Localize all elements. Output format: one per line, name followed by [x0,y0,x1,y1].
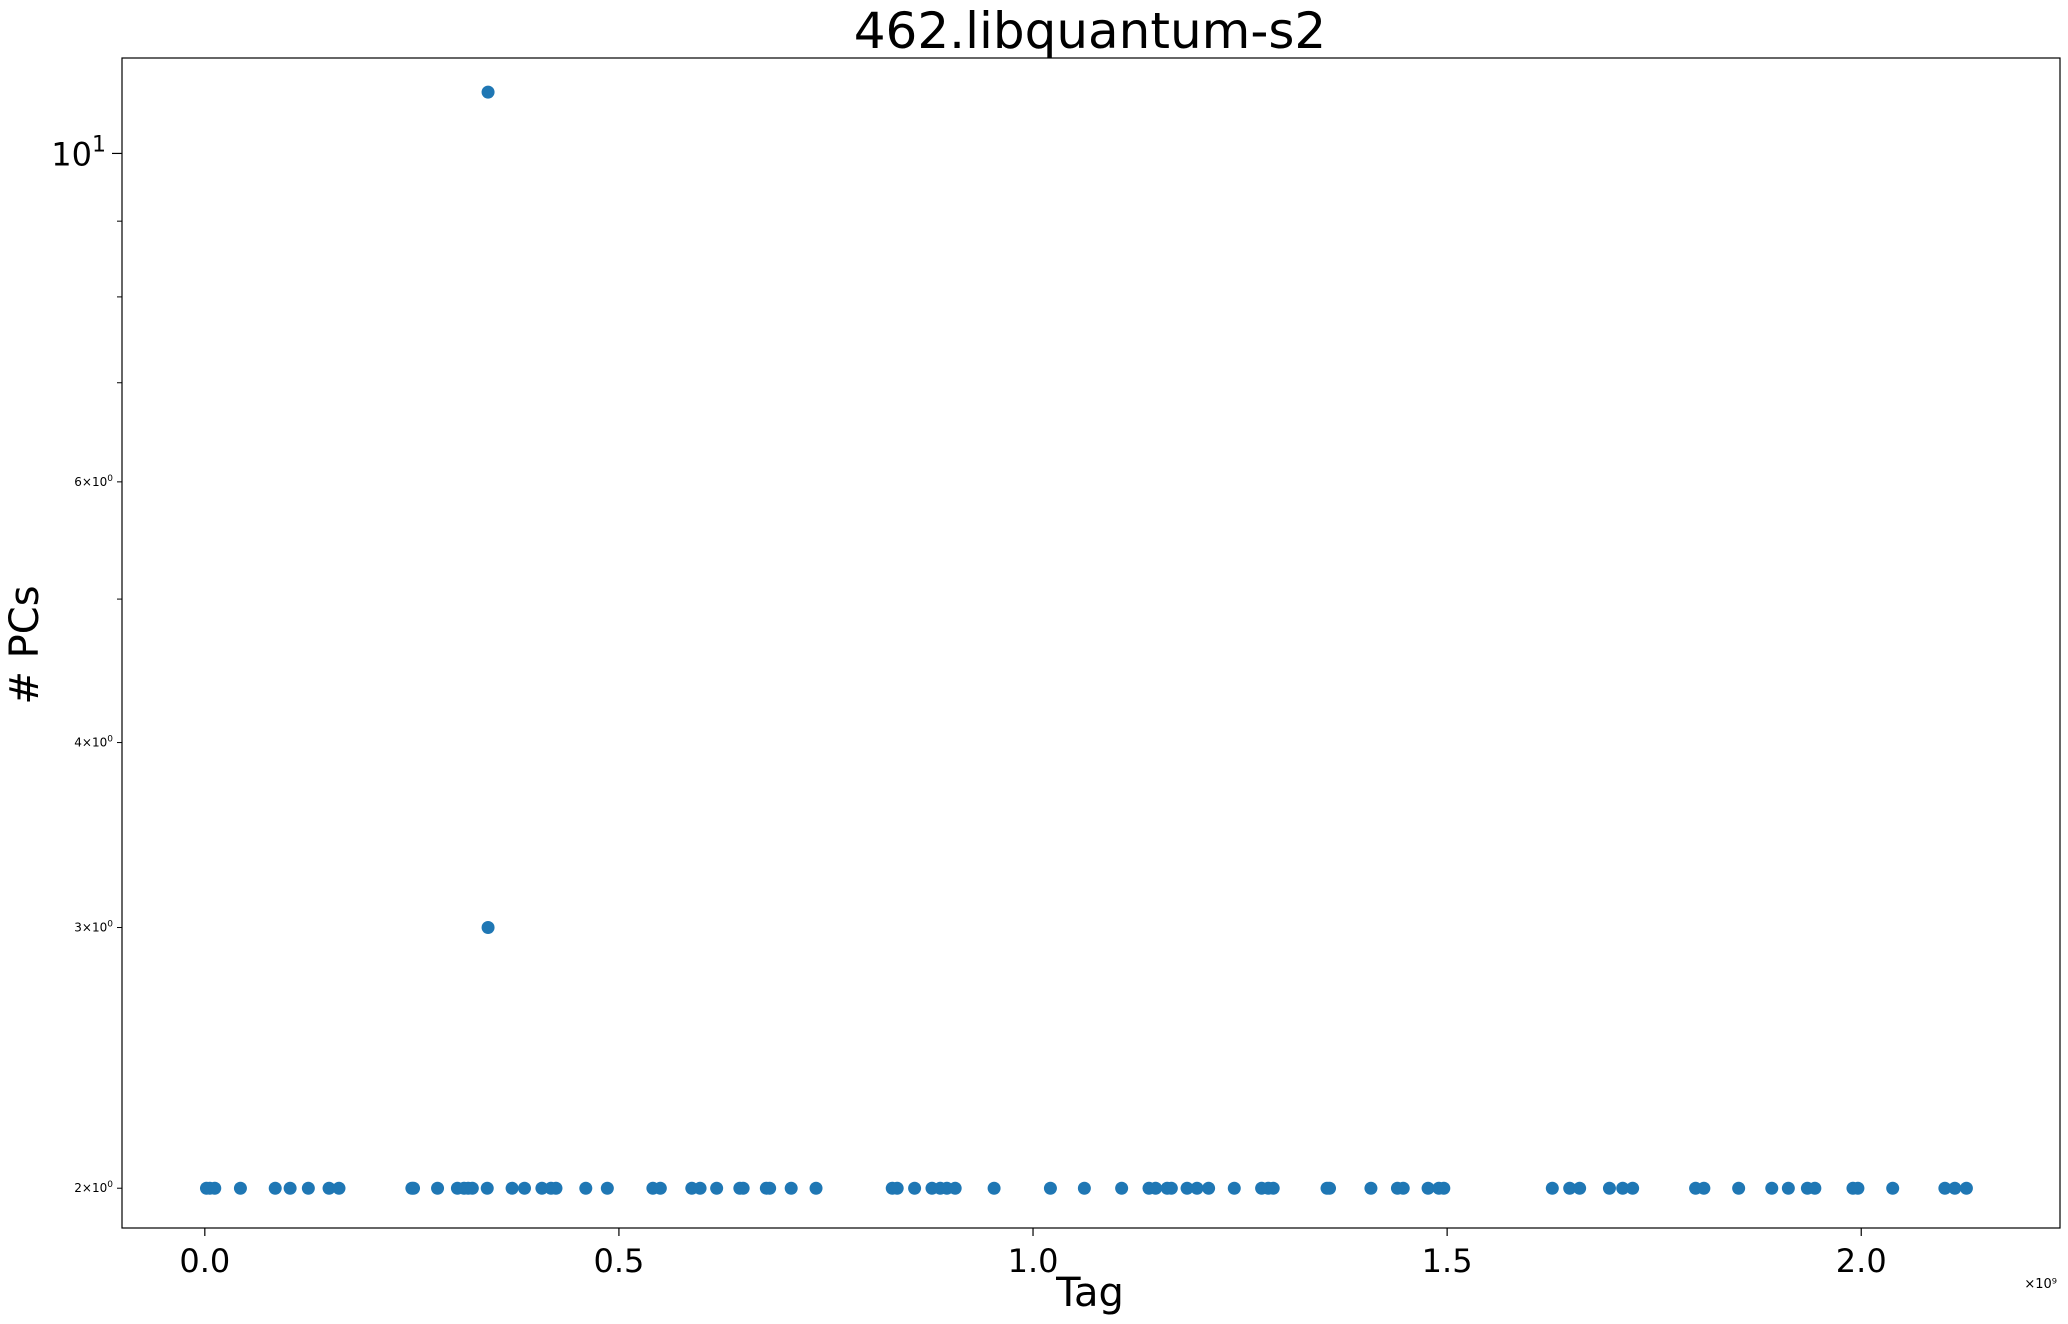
data-point [1808,1181,1822,1195]
y-axis-label: # PCs [2,585,48,704]
chart-title: 462.libquantum-s2 [854,2,1327,60]
data-point [784,1181,798,1195]
data-point [948,1181,962,1195]
x-axis: 0.0 0.5 1.0 1.5 2.0 [179,1228,1887,1280]
data-point [1765,1181,1779,1195]
data-point [987,1181,1001,1195]
data-point [1626,1181,1640,1195]
data-point [1437,1181,1451,1195]
data-point [1573,1181,1587,1195]
plot-area-frame [121,57,2061,1229]
data-points [199,85,1973,1195]
data-point [1202,1181,1216,1195]
data-point [1886,1181,1900,1195]
data-point [549,1181,563,1195]
data-point [480,1181,494,1195]
data-point [1323,1181,1337,1195]
data-point [1115,1181,1129,1195]
x-axis-label: Tag [1055,1270,1124,1316]
data-point [1180,1181,1194,1195]
data-point [283,1181,297,1195]
data-point [1545,1181,1559,1195]
data-point [535,1181,549,1195]
data-point [431,1181,445,1195]
data-point [1781,1181,1795,1195]
x-tick-label: 1.5 [1422,1242,1473,1280]
data-point [908,1181,922,1195]
data-point [1190,1181,1204,1195]
data-point [268,1181,282,1195]
data-point [1077,1181,1091,1195]
data-point [1697,1181,1711,1195]
data-point [332,1181,346,1195]
y-major-tick-label: 101 [51,132,106,173]
data-point [1364,1181,1378,1195]
y-minor-tick-label: 4×100 [74,735,113,750]
data-point [481,921,495,935]
y-axis: 101 2×100 3×100 4×100 6×100 [51,132,122,1195]
data-point [208,1181,222,1195]
x-tick-label: 0.5 [593,1242,644,1280]
y-minor-tick-label: 6×100 [74,474,113,489]
data-point [407,1181,421,1195]
data-point [505,1181,519,1195]
x-tick-label: 2.0 [1836,1242,1887,1280]
data-point [233,1181,247,1195]
data-point [710,1181,724,1195]
data-point [1851,1181,1865,1195]
data-point [579,1181,593,1195]
data-point [1732,1181,1746,1195]
data-point [322,1181,336,1195]
data-point [1043,1181,1057,1195]
x-tick-label: 0.0 [179,1242,230,1280]
data-point [1227,1181,1241,1195]
data-point [1616,1181,1630,1195]
data-point [1421,1181,1435,1195]
data-point [1164,1181,1178,1195]
data-point [809,1181,823,1195]
data-point [518,1181,532,1195]
y-minor-tick-label: 3×100 [74,920,113,935]
data-point [1959,1181,1973,1195]
y-minor-tick-label: 2×100 [74,1180,113,1195]
data-point [736,1181,750,1195]
x-tick-label: 1.0 [1008,1242,1059,1280]
data-point [890,1181,904,1195]
data-point [481,85,495,99]
data-point [301,1181,315,1195]
data-point [1938,1181,1952,1195]
data-point [1563,1181,1577,1195]
data-point [465,1181,479,1195]
data-point [693,1181,707,1195]
data-point [1396,1181,1410,1195]
data-point [1149,1181,1163,1195]
x-axis-multiplier: ×10⁹ [2024,1277,2057,1292]
data-point [600,1181,614,1195]
data-point [763,1181,777,1195]
data-point [1602,1181,1616,1195]
data-point [1948,1181,1962,1195]
data-point [653,1181,667,1195]
data-point [1266,1181,1280,1195]
